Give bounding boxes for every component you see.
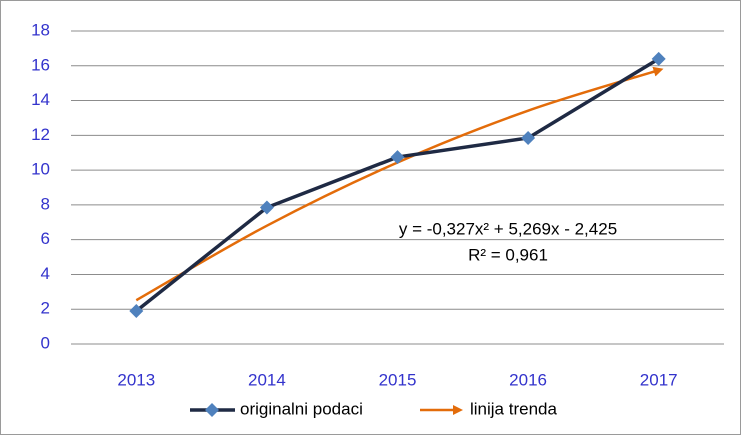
y-tick-label: 0 bbox=[41, 333, 50, 352]
x-tick-label: 2016 bbox=[509, 370, 547, 389]
x-tick-label: 2017 bbox=[640, 370, 678, 389]
r-squared: R² = 0,961 bbox=[468, 245, 548, 264]
data-marker bbox=[521, 130, 536, 145]
y-tick-label: 10 bbox=[31, 160, 50, 179]
y-tick-label: 2 bbox=[41, 299, 50, 318]
y-tick-label: 18 bbox=[31, 20, 50, 39]
y-tick-label: 14 bbox=[31, 90, 50, 109]
y-tick-label: 12 bbox=[31, 125, 50, 144]
trend-equation: y = -0,327x² + 5,269x - 2,425 bbox=[399, 219, 617, 238]
y-tick-label: 16 bbox=[31, 55, 50, 74]
data-marker bbox=[259, 200, 274, 215]
x-tick-label: 2015 bbox=[379, 370, 417, 389]
y-tick-label: 6 bbox=[41, 229, 50, 248]
legend-label: linija trenda bbox=[470, 399, 557, 418]
y-tick-label: 4 bbox=[41, 264, 50, 283]
legend-marker bbox=[205, 403, 219, 417]
y-tick-label: 8 bbox=[41, 194, 50, 213]
x-tick-label: 2014 bbox=[248, 370, 286, 389]
x-tick-label: 2013 bbox=[117, 370, 155, 389]
legend-label: originalni podaci bbox=[240, 399, 363, 418]
data-marker bbox=[651, 51, 666, 66]
data-marker bbox=[390, 150, 405, 165]
data-marker bbox=[129, 303, 144, 318]
